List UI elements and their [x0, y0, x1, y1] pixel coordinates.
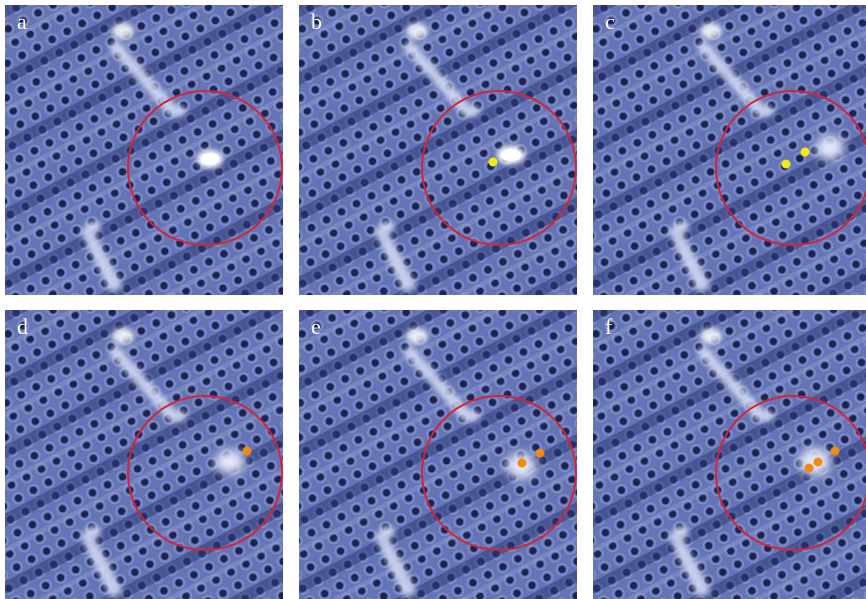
marker [814, 458, 823, 467]
panel-label: e [311, 314, 321, 339]
panel-label: d [17, 314, 28, 339]
marker [518, 459, 527, 468]
marker [536, 449, 545, 458]
panel-label: c [605, 9, 615, 34]
marker [801, 148, 810, 157]
marker [831, 447, 840, 456]
panel: f [593, 310, 866, 599]
panel: a [5, 5, 283, 295]
panel: d [5, 310, 283, 599]
figure: a b c d e f [0, 0, 866, 599]
marker [243, 447, 252, 456]
panel: b [299, 5, 577, 295]
panel-label: a [17, 9, 27, 34]
marker [782, 160, 791, 169]
panel: c [593, 5, 866, 295]
marker [489, 158, 498, 167]
panel-label: f [605, 314, 613, 339]
panel: e [299, 310, 577, 599]
marker [805, 464, 814, 473]
panel-label: b [311, 9, 322, 34]
